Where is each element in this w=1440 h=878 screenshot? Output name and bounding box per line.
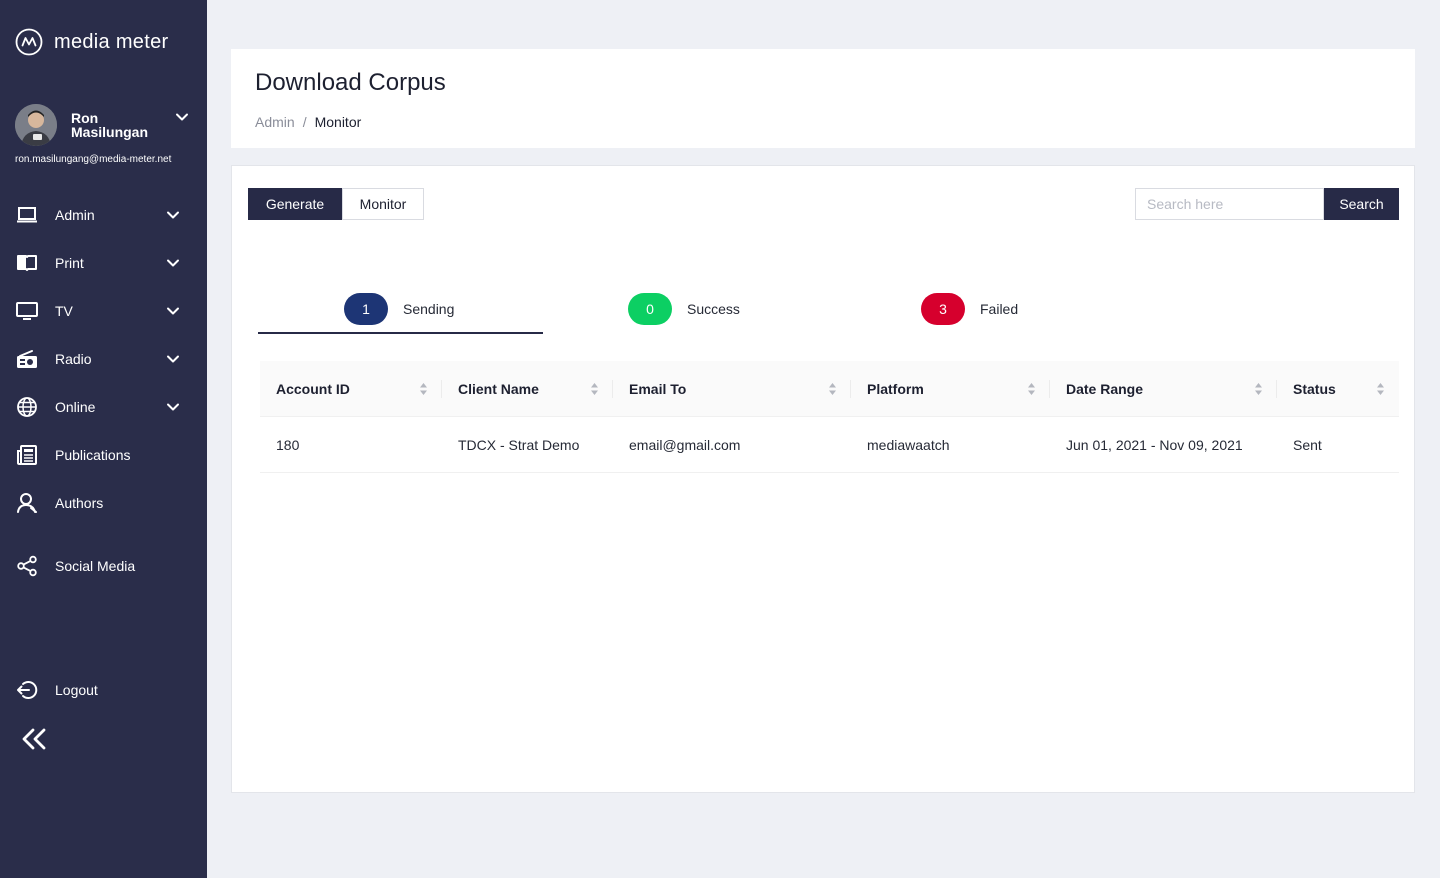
sending-count-badge: 1	[344, 293, 388, 325]
tab-failed[interactable]: 3 Failed	[921, 293, 1121, 333]
book-icon	[17, 255, 37, 271]
sidebar-item-label: Print	[55, 255, 84, 271]
column-label: Email To	[629, 381, 687, 397]
table-row[interactable]: 180 TDCX - Strat Demo email@gmail.com me…	[260, 417, 1399, 473]
active-tab-indicator	[258, 332, 543, 334]
sidebar-item-radio[interactable]: Radio	[0, 344, 207, 374]
column-header-date-range[interactable]: Date Range	[1050, 361, 1277, 417]
avatar	[15, 104, 57, 146]
success-count-badge: 0	[628, 293, 672, 325]
search-input[interactable]	[1135, 188, 1324, 220]
media-meter-logo-icon	[15, 28, 43, 56]
cell-platform: mediawaatch	[867, 437, 950, 453]
sidebar-item-authors[interactable]: Authors	[0, 488, 207, 518]
breadcrumb-item-admin[interactable]: Admin	[255, 114, 295, 130]
logout-button[interactable]: Logout	[0, 675, 207, 705]
chevron-down-icon	[167, 403, 179, 411]
column-label: Platform	[867, 381, 924, 397]
sidebar-item-label: TV	[55, 303, 73, 319]
chevron-down-icon	[167, 259, 179, 267]
table-header: Account ID Client Name Email To Platform	[260, 361, 1399, 417]
chevron-down-icon	[167, 211, 179, 219]
sidebar-item-label: Admin	[55, 207, 95, 223]
column-header-client-name[interactable]: Client Name	[442, 361, 613, 417]
column-header-email-to[interactable]: Email To	[613, 361, 851, 417]
sidebar-item-tv[interactable]: TV	[0, 296, 207, 326]
sidebar-item-label: Publications	[55, 447, 131, 463]
chevron-down-icon	[167, 307, 179, 315]
share-icon	[17, 555, 37, 577]
column-divider	[441, 380, 442, 398]
chevron-down-icon[interactable]	[175, 110, 189, 124]
sidebar-item-print[interactable]: Print	[0, 248, 207, 278]
failed-count-badge: 3	[921, 293, 965, 325]
brand-name: media meter	[54, 30, 169, 53]
chevron-down-icon	[167, 355, 179, 363]
sort-icon[interactable]	[419, 382, 428, 396]
double-chevron-left-icon[interactable]	[21, 727, 47, 751]
main-content: Generate Monitor Search 1 Sending 0 Succ…	[231, 165, 1415, 793]
breadcrumb-item-monitor: Monitor	[314, 114, 362, 130]
breadcrumb-separator: /	[302, 114, 307, 130]
column-divider	[1049, 380, 1050, 398]
column-label: Account ID	[276, 381, 350, 397]
tab-sending[interactable]: 1 Sending	[258, 293, 543, 333]
column-label: Status	[1293, 381, 1336, 397]
tab-label: Success	[687, 301, 740, 317]
cell-date-range: Jun 01, 2021 - Nov 09, 2021	[1066, 437, 1243, 453]
user-profile[interactable]: Ron Masilungan	[15, 104, 195, 148]
column-divider	[1276, 380, 1277, 398]
column-label: Client Name	[458, 381, 539, 397]
sort-icon[interactable]	[590, 382, 599, 396]
sort-icon[interactable]	[1027, 382, 1036, 396]
sidebar-item-admin[interactable]: Admin	[0, 200, 207, 230]
column-label: Date Range	[1066, 381, 1144, 397]
laptop-icon	[17, 207, 37, 223]
generate-button[interactable]: Generate	[248, 188, 342, 220]
globe-icon	[17, 397, 37, 417]
user-email: ron.masilungang@media-meter.net	[15, 154, 172, 165]
column-divider	[850, 380, 851, 398]
page-title: Download Corpus	[255, 69, 446, 96]
search-button[interactable]: Search	[1324, 188, 1399, 220]
sidebar-item-label: Social Media	[55, 558, 136, 574]
sidebar: media meter Ron Masilungan ron.masilunga…	[0, 0, 207, 878]
monitor-icon	[16, 302, 38, 320]
sort-icon[interactable]	[828, 382, 837, 396]
cell-account-id: 180	[276, 437, 300, 453]
cell-email-to: email@gmail.com	[629, 437, 741, 453]
sidebar-item-label: Radio	[55, 351, 92, 367]
sort-icon[interactable]	[1376, 382, 1385, 396]
page-header: Download Corpus Admin / Monitor	[231, 49, 1415, 148]
sidebar-item-online[interactable]: Online	[0, 392, 207, 422]
column-divider	[612, 380, 613, 398]
sidebar-item-publications[interactable]: Publications	[0, 440, 207, 470]
logout-icon	[17, 681, 38, 699]
tab-success[interactable]: 0 Success	[628, 293, 828, 333]
user-name: Ron Masilungan	[71, 110, 149, 140]
column-header-status[interactable]: Status	[1277, 361, 1399, 417]
monitor-button[interactable]: Monitor	[342, 188, 424, 220]
brand-logo[interactable]: media meter	[15, 28, 168, 56]
cell-client-name: TDCX - Strat Demo	[458, 437, 580, 453]
sidebar-item-label: Authors	[55, 495, 104, 511]
cell-status: Sent	[1293, 437, 1322, 453]
sidebar-item-social-media[interactable]: Social Media	[0, 551, 207, 581]
tab-label: Failed	[980, 301, 1019, 317]
column-header-account-id[interactable]: Account ID	[260, 361, 442, 417]
logout-label: Logout	[55, 682, 98, 698]
tab-label: Sending	[403, 301, 455, 317]
sidebar-item-label: Online	[55, 399, 96, 415]
user-icon	[17, 493, 37, 513]
radio-icon	[17, 350, 37, 368]
column-header-platform[interactable]: Platform	[851, 361, 1050, 417]
breadcrumb: Admin / Monitor	[255, 114, 361, 130]
sort-icon[interactable]	[1254, 382, 1263, 396]
newspaper-icon	[17, 445, 37, 465]
